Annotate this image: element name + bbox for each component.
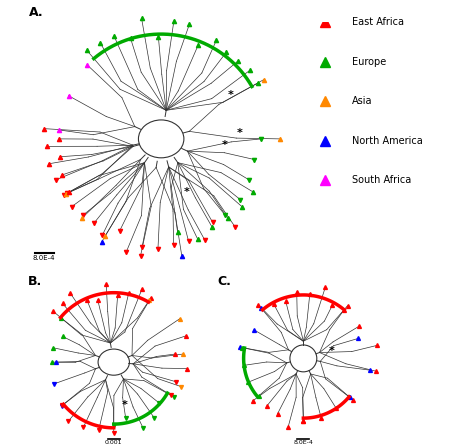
Text: North America: North America <box>352 136 423 146</box>
Text: *: * <box>122 400 128 409</box>
Text: 8.0E-4: 8.0E-4 <box>33 255 55 261</box>
Text: A.: A. <box>28 6 43 19</box>
Text: 0.001: 0.001 <box>105 439 122 444</box>
Text: *: * <box>237 128 242 138</box>
Text: *: * <box>221 140 227 150</box>
Text: C.: C. <box>218 275 231 288</box>
Text: South Africa: South Africa <box>352 175 411 185</box>
Text: *: * <box>228 90 234 100</box>
Text: *: * <box>183 187 189 197</box>
Text: B.: B. <box>28 275 42 288</box>
Text: 8.0E-4: 8.0E-4 <box>293 439 313 444</box>
Text: East Africa: East Africa <box>352 17 404 27</box>
Text: Europe: Europe <box>352 57 386 67</box>
Text: Asia: Asia <box>352 96 373 106</box>
Text: *: * <box>329 346 335 356</box>
